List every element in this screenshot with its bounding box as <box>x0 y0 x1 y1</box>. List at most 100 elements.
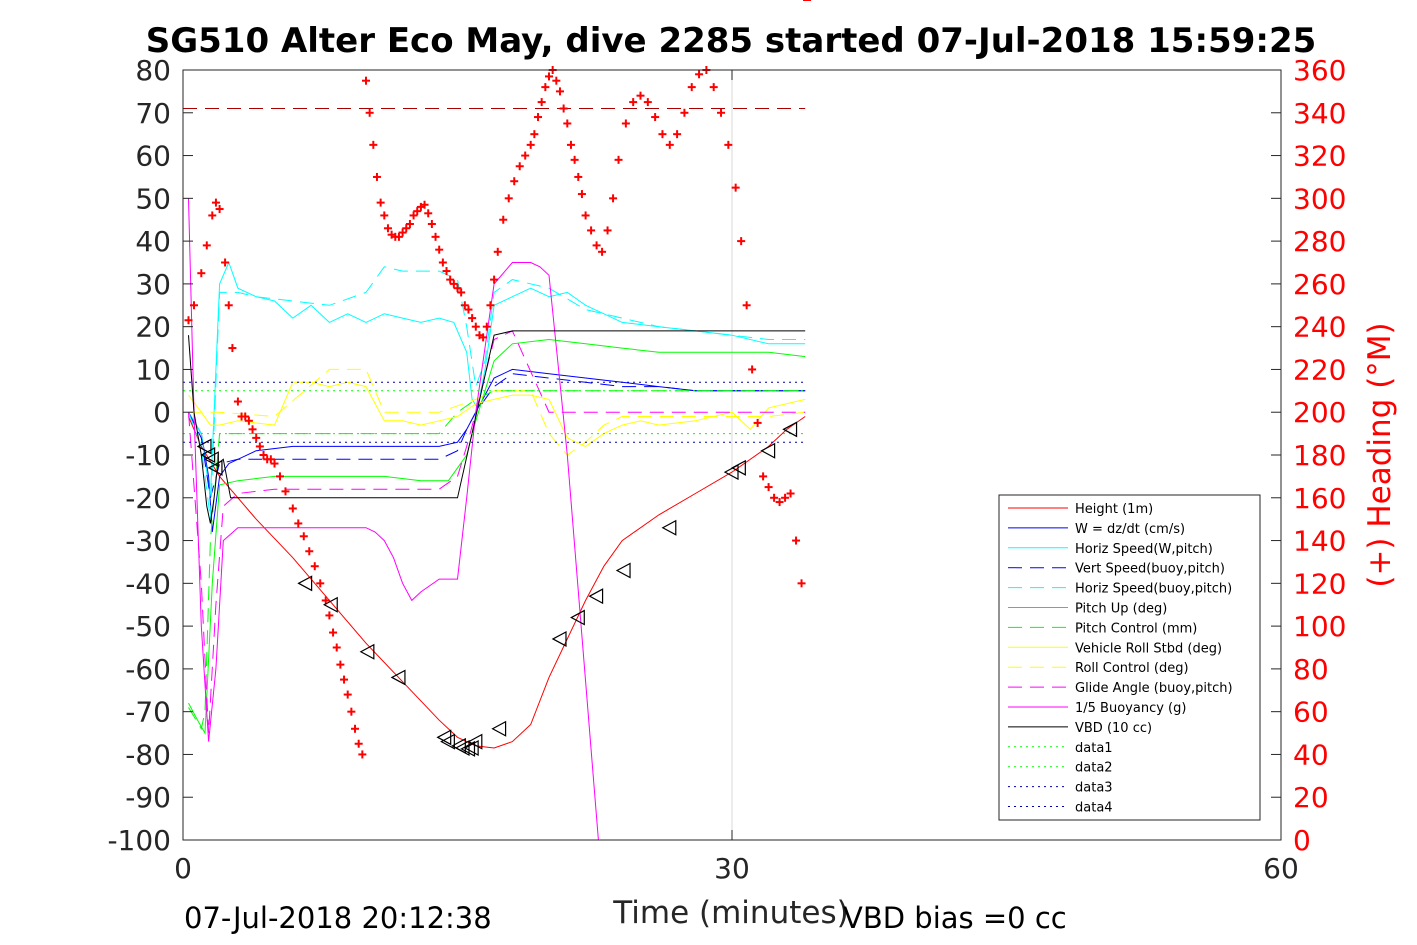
heading-point <box>438 258 447 267</box>
legend-entry: W = dz/dt (cm/s) <box>1008 522 1185 537</box>
heading-point <box>208 211 217 220</box>
legend-entry: data4 <box>1008 801 1113 816</box>
triangle-marker <box>463 740 479 757</box>
heading-point <box>695 70 704 79</box>
heading-point <box>351 724 360 733</box>
right-axis-label: (+) Heading (°M) <box>1362 322 1398 587</box>
triangle-marker <box>491 720 507 737</box>
triangle-marker <box>204 451 219 468</box>
heading-point <box>329 628 338 637</box>
heading-point <box>510 177 519 186</box>
heading-point <box>252 433 261 442</box>
heading-point <box>321 596 330 605</box>
y-tick-label: 20 <box>135 311 171 344</box>
triangle-marker <box>723 464 739 481</box>
legend-label: Horiz Speed(buoy,pitch) <box>1075 582 1232 597</box>
heading-point <box>294 519 303 528</box>
heading-point <box>651 113 660 122</box>
heading-point <box>310 562 319 571</box>
triangle-marker <box>436 729 452 746</box>
heading-point <box>184 316 193 325</box>
heading-point <box>504 194 513 203</box>
y2-tick-label: 360 <box>1293 54 1346 87</box>
heading-point <box>541 83 550 92</box>
y-tick-label: -40 <box>125 567 171 600</box>
heading-point <box>530 130 539 139</box>
legend-label: data3 <box>1075 781 1113 796</box>
heading-point <box>442 267 451 276</box>
y2-tick-label: 340 <box>1293 97 1346 130</box>
legend-label: Glide Angle (buoy,pitch) <box>1075 681 1233 696</box>
legend-label: data4 <box>1075 801 1113 816</box>
heading-point <box>764 483 773 492</box>
heading-point <box>343 690 352 699</box>
legend-label: Roll Control (deg) <box>1075 661 1189 676</box>
heading-point <box>288 504 297 513</box>
heading-point <box>402 224 411 233</box>
heading-point <box>376 198 385 207</box>
triangle-marker <box>359 643 375 660</box>
y2-tick-label: 140 <box>1293 525 1346 558</box>
legend-entry: Vert Speed(buoy,pitch) <box>1008 562 1225 577</box>
heading-point <box>394 232 403 241</box>
x-tick-label: 0 <box>174 852 192 885</box>
heading-point <box>742 301 751 310</box>
series-line-3 <box>188 373 806 498</box>
y2-tick-label: 300 <box>1293 182 1346 215</box>
legend-label: Horiz Speed(W,pitch) <box>1075 542 1213 557</box>
heading-point <box>515 162 524 171</box>
y-tick-label: 0 <box>153 396 171 429</box>
series-line-4 <box>188 266 806 520</box>
y2-tick-label: 0 <box>1293 824 1311 857</box>
heading-point <box>563 119 572 128</box>
heading-point <box>431 232 440 241</box>
legend-label: data2 <box>1075 761 1113 776</box>
y-tick-label: -100 <box>107 824 171 857</box>
heading-point <box>413 207 422 216</box>
heading-point <box>369 140 378 149</box>
y2-tick-label: 40 <box>1293 738 1329 771</box>
heading-point <box>609 194 618 203</box>
heading-point <box>709 83 718 92</box>
heading-point <box>717 108 726 117</box>
heading-point <box>545 72 553 81</box>
x-axis: 0 30 60 <box>174 70 1299 885</box>
legend-entry: Horiz Speed(W,pitch) <box>1008 542 1213 557</box>
legend-label: Pitch Control (mm) <box>1075 621 1197 636</box>
heading-point <box>552 76 561 85</box>
chart-title: SG510 Alter Eco May, dive 2285 started 0… <box>146 21 1317 61</box>
y2-tick-label: 120 <box>1293 567 1346 600</box>
heading-point <box>221 258 230 267</box>
heading-point <box>197 269 206 278</box>
series-line-7 <box>188 381 806 447</box>
heading-point <box>574 172 583 181</box>
heading-point <box>748 365 757 374</box>
heading-point <box>189 301 198 310</box>
heading-point <box>534 113 543 122</box>
x-tick-label: 60 <box>1263 852 1299 885</box>
heading-point <box>259 451 268 459</box>
heading-point <box>449 279 458 288</box>
legend-entry: Glide Angle (buoy,pitch) <box>1008 681 1233 696</box>
heading-point <box>614 155 623 164</box>
y2-tick-label: 60 <box>1293 696 1329 729</box>
heading-point <box>753 418 762 427</box>
triangle-marker <box>297 575 313 592</box>
heading-point <box>424 209 433 218</box>
heading-point <box>358 750 367 759</box>
heading-point <box>224 301 233 310</box>
heading-point <box>270 459 279 468</box>
heading-point <box>244 416 253 425</box>
triangle-marker <box>440 733 455 750</box>
series-layer <box>183 198 806 841</box>
triangle-marker <box>200 446 216 464</box>
y-axis-left: 80 70 60 50 40 30 20 10 0 -10 -20 -30 -40 -50 -60 -70 -8… <box>107 54 193 857</box>
heading-point <box>380 211 389 220</box>
heading-point <box>479 333 488 342</box>
heading-point <box>299 532 308 541</box>
triangle-marker <box>570 609 585 626</box>
y2-tick-label: 240 <box>1293 311 1346 344</box>
heading-point <box>281 487 290 496</box>
triangle-marker <box>467 733 483 750</box>
